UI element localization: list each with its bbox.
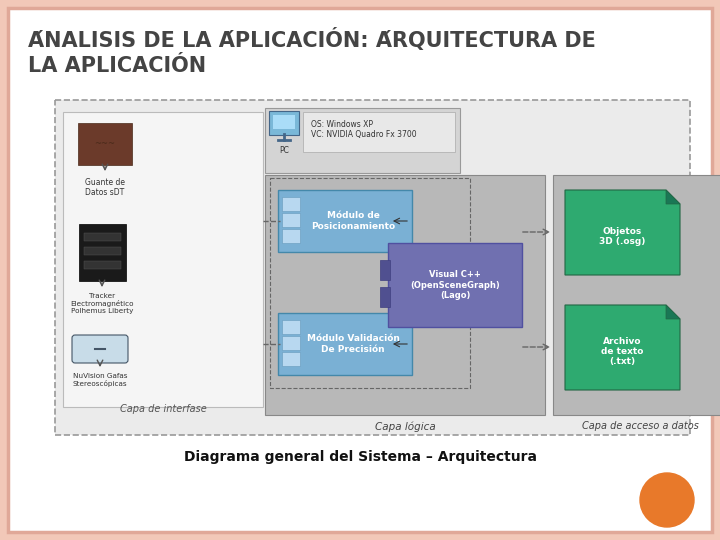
Polygon shape [565, 305, 680, 390]
Text: Capa lógica: Capa lógica [374, 421, 436, 431]
FancyBboxPatch shape [380, 287, 390, 307]
FancyBboxPatch shape [265, 175, 545, 415]
FancyBboxPatch shape [8, 8, 712, 532]
Text: Visual C++
(OpenSceneGraph)
(Lago): Visual C++ (OpenSceneGraph) (Lago) [410, 270, 500, 300]
FancyBboxPatch shape [55, 100, 690, 435]
FancyBboxPatch shape [388, 243, 522, 327]
Circle shape [640, 473, 694, 527]
FancyBboxPatch shape [282, 229, 300, 243]
Text: Objetos
3D (.osg): Objetos 3D (.osg) [599, 227, 646, 246]
FancyBboxPatch shape [282, 320, 300, 334]
Text: PC: PC [279, 146, 289, 155]
FancyBboxPatch shape [282, 352, 300, 366]
Polygon shape [565, 190, 680, 275]
Text: Capa de acceso a datos: Capa de acceso a datos [582, 421, 699, 431]
FancyBboxPatch shape [72, 335, 128, 363]
FancyBboxPatch shape [84, 247, 121, 255]
FancyBboxPatch shape [269, 111, 299, 135]
FancyBboxPatch shape [84, 233, 121, 241]
Text: Módulo Validación
De Precisión: Módulo Validación De Precisión [307, 334, 400, 354]
FancyBboxPatch shape [282, 197, 300, 211]
Text: Diagrama general del Sistema – Arquitectura: Diagrama general del Sistema – Arquitect… [184, 450, 536, 464]
Polygon shape [666, 190, 680, 204]
Text: Módulo de
Posicionamiento: Módulo de Posicionamiento [311, 211, 395, 231]
FancyBboxPatch shape [278, 313, 412, 375]
FancyBboxPatch shape [63, 112, 263, 407]
FancyBboxPatch shape [303, 112, 455, 152]
Text: OS: Windows XP
VC: NVIDIA Quadro Fx 3700: OS: Windows XP VC: NVIDIA Quadro Fx 3700 [311, 120, 417, 139]
FancyBboxPatch shape [282, 336, 300, 350]
Text: LA APLICACIÓN: LA APLICACIÓN [28, 56, 206, 76]
FancyBboxPatch shape [278, 190, 412, 252]
Text: Tracker
Electromagnético
Polhemus Liberty: Tracker Electromagnético Polhemus Libert… [71, 293, 134, 314]
FancyBboxPatch shape [78, 123, 132, 165]
Text: ~~~: ~~~ [94, 139, 115, 148]
FancyBboxPatch shape [553, 175, 720, 415]
FancyBboxPatch shape [282, 213, 300, 227]
Text: ÁNALISIS DE LA ÁPLICACIÓN: ÁRQUITECTURA DE: ÁNALISIS DE LA ÁPLICACIÓN: ÁRQUITECTU… [28, 28, 596, 51]
FancyBboxPatch shape [265, 108, 460, 173]
FancyBboxPatch shape [380, 260, 390, 280]
FancyBboxPatch shape [84, 261, 121, 269]
Text: Archivo
de texto
(.txt): Archivo de texto (.txt) [601, 336, 644, 367]
Text: NuVision Gafas
Stereoscópicas: NuVision Gafas Stereoscópicas [73, 373, 127, 387]
Text: Capa de interfase: Capa de interfase [120, 404, 207, 414]
Text: Guante de
Datos sDT: Guante de Datos sDT [85, 178, 125, 198]
FancyBboxPatch shape [273, 115, 295, 129]
FancyBboxPatch shape [79, 224, 126, 281]
Polygon shape [666, 305, 680, 319]
